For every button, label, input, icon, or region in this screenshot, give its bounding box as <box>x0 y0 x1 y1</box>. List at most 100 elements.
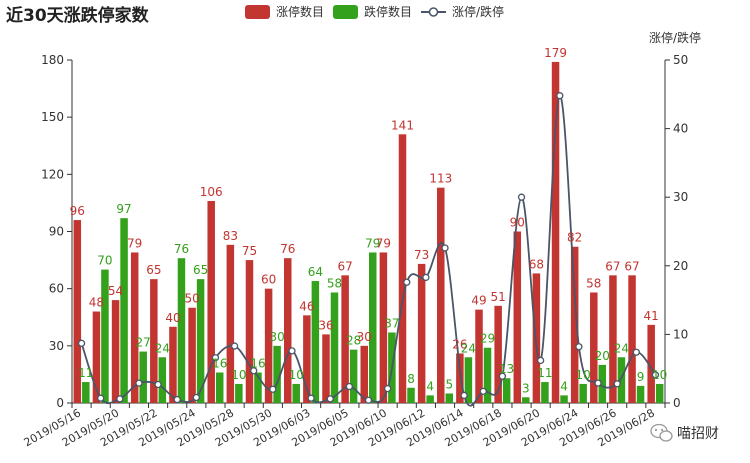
bar-up <box>150 279 158 403</box>
ratio-point <box>154 380 162 389</box>
data-label-down: 24 <box>461 341 476 355</box>
ratio-point <box>116 395 124 403</box>
ratio-point <box>479 387 487 395</box>
ratio-point <box>364 396 373 404</box>
data-label-up: 73 <box>414 248 429 262</box>
ratio-point <box>498 372 507 380</box>
ratio-point <box>192 393 200 402</box>
bar-up <box>341 275 349 403</box>
bar-up <box>570 246 579 403</box>
data-label-up: 141 <box>391 118 414 132</box>
ratio-point <box>517 193 526 201</box>
bar-down <box>617 357 626 403</box>
bar-down <box>579 383 587 403</box>
bar-up <box>475 309 483 403</box>
ratio-point <box>403 278 411 286</box>
data-label-up: 76 <box>280 242 295 256</box>
bar-up <box>188 307 196 403</box>
bar-down <box>196 279 205 403</box>
data-label-up: 26 <box>452 337 467 351</box>
data-label-down: 24 <box>155 341 170 355</box>
data-label-up: 30 <box>357 330 372 344</box>
data-label-down: 13 <box>499 362 514 376</box>
bar-up <box>513 231 522 403</box>
bar-down <box>235 383 243 403</box>
chart-title: 近30天涨跌停家数 <box>6 5 150 26</box>
data-label-up: 51 <box>491 290 506 304</box>
bar-up <box>283 258 292 403</box>
ratio-point <box>326 395 334 403</box>
y-left-tick-label: 120 <box>41 167 64 181</box>
bar-up <box>303 315 311 403</box>
bar-up <box>360 345 368 403</box>
y-right-tick-label: 0 <box>673 396 681 410</box>
bar-down <box>426 395 434 403</box>
data-label-down: 30 <box>269 330 284 344</box>
bar-up <box>111 300 120 403</box>
ratio-point <box>613 380 621 388</box>
data-label-up: 50 <box>184 292 199 306</box>
bar-down <box>82 382 90 403</box>
data-label-down: 5 <box>445 377 453 391</box>
bar-up <box>590 292 598 403</box>
data-label-down: 10 <box>576 368 591 382</box>
ratio-point <box>269 385 277 393</box>
bar-up <box>322 334 330 403</box>
data-label-down: 16 <box>212 357 227 371</box>
ratio-point <box>556 92 564 100</box>
bar-up <box>647 324 655 403</box>
data-label-up: 179 <box>544 46 567 60</box>
data-label-up: 46 <box>299 299 314 313</box>
ratio-point <box>77 339 86 347</box>
data-label-up: 58 <box>586 276 601 290</box>
bar-down <box>445 393 454 403</box>
watermark: 喵招财 <box>650 423 719 442</box>
y-left-tick-label: 30 <box>49 339 64 353</box>
bar-up <box>456 353 464 403</box>
ratio-point <box>651 371 660 379</box>
data-label-up: 67 <box>624 259 639 273</box>
ratio-point <box>422 273 430 282</box>
data-label-down: 20 <box>595 349 610 363</box>
bar-down <box>177 258 186 403</box>
data-label-down: 24 <box>614 341 629 355</box>
data-label-down: 64 <box>308 265 323 279</box>
data-label-up: 54 <box>108 284 123 298</box>
bar-up <box>551 61 560 404</box>
data-label-up: 48 <box>89 296 104 310</box>
y-right-tick-label: 30 <box>673 190 688 204</box>
ratio-point <box>307 394 315 402</box>
ratio-point <box>230 342 239 350</box>
data-label-down: 11 <box>537 366 552 380</box>
ratio-point <box>460 391 468 400</box>
bar-down <box>139 351 147 403</box>
ratio-line <box>77 92 660 407</box>
ratio-point <box>441 244 449 252</box>
bar-down <box>636 385 645 403</box>
bar-down <box>349 349 358 403</box>
bar-up <box>207 201 215 403</box>
bar-down <box>483 347 492 403</box>
data-label-down: 4 <box>426 379 434 393</box>
data-label-down: 58 <box>327 276 342 290</box>
bar-down <box>120 218 128 403</box>
data-label-down: 11 <box>78 366 93 380</box>
bar-down <box>215 372 224 403</box>
ratio-point <box>288 347 296 355</box>
data-label-up: 41 <box>644 309 659 323</box>
bar-down <box>464 357 473 403</box>
data-label-down: 65 <box>193 263 208 277</box>
ratio-point <box>383 384 392 393</box>
bar-up <box>417 263 426 403</box>
ratio-point <box>173 395 181 404</box>
bar-up <box>92 311 101 403</box>
legend-swatch-up <box>245 5 270 19</box>
data-label-down: 79 <box>365 236 380 250</box>
y-left-tick-label: 60 <box>49 282 64 296</box>
ratio-point <box>345 382 354 391</box>
y-right-tick-label: 10 <box>673 327 688 341</box>
data-label-down: 70 <box>97 254 112 268</box>
data-label-down: 16 <box>250 357 265 371</box>
ratio-point <box>632 348 640 356</box>
